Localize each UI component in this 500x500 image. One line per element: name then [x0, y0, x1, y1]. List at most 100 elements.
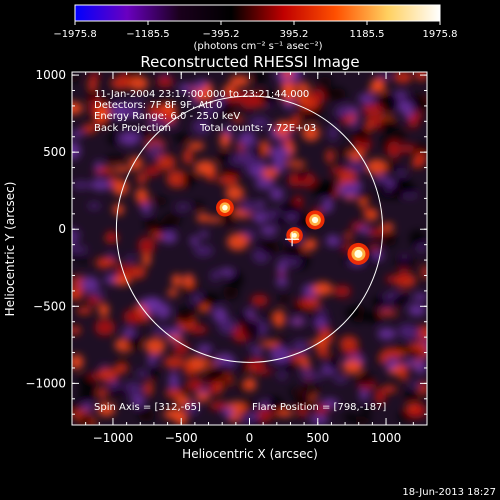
noise-blob — [254, 368, 272, 375]
noise-blob — [175, 410, 188, 425]
noise-blob — [415, 72, 427, 82]
noise-blob — [309, 414, 329, 425]
noise-blob — [253, 210, 268, 224]
noise-blob — [371, 297, 391, 308]
noise-blob — [295, 169, 307, 181]
noise-blob — [105, 154, 126, 162]
solar-limb — [115, 95, 384, 363]
noise-blob — [140, 202, 152, 215]
noise-blob — [372, 116, 382, 129]
noise-blob — [378, 352, 389, 364]
noise-blob — [375, 72, 394, 80]
colorbar-ticks: −1975.8 −1185.5 −395.2 395.2 1185.5 1975.8 — [53, 21, 458, 40]
noise-blob — [186, 378, 205, 392]
noise-blob — [126, 254, 136, 263]
noise-blob — [304, 238, 318, 247]
noise-blob — [347, 150, 366, 160]
noise-blob — [87, 89, 97, 101]
noise-blob — [222, 285, 239, 300]
bright-sources — [216, 198, 370, 265]
noise-blob — [259, 239, 279, 255]
y-axis-label: Heliocentric Y (arcsec) — [3, 182, 17, 317]
noise-blob — [90, 179, 112, 191]
noise-blob — [203, 82, 213, 95]
x-tick-label: 500 — [306, 431, 329, 445]
noise-blob — [227, 233, 249, 251]
noise-blob — [221, 167, 241, 176]
colorbar-tick-label: −1975.8 — [53, 29, 96, 40]
noise-blob — [188, 141, 205, 151]
noise-blob — [280, 81, 297, 95]
annotation-flare-position: Flare Position = [798,-187] — [252, 402, 386, 413]
noise-blob — [189, 325, 208, 334]
noise-blob — [136, 128, 152, 139]
x-axis-label: Heliocentric X (arcsec) — [182, 447, 318, 461]
noise-blob — [299, 366, 315, 380]
noise-blob — [89, 72, 100, 81]
noise-blob — [76, 306, 93, 315]
noise-blob — [79, 257, 88, 265]
noise-blob — [190, 235, 199, 246]
noise-blob — [205, 367, 222, 383]
noise-blob — [154, 196, 168, 206]
noise-blob — [391, 129, 407, 142]
colorbar-unit-label: (photons cm⁻² s⁻¹ asec⁻²) — [193, 41, 322, 52]
noise-blob — [273, 309, 285, 328]
annotation-energy: Energy Range: 6.0 - 25.0 keV — [94, 111, 240, 122]
noise-blob — [127, 108, 142, 119]
noise-blob — [377, 310, 398, 317]
noise-blob — [296, 82, 310, 94]
y-tick-label: 500 — [43, 145, 66, 159]
noise-blob — [113, 276, 132, 286]
noise-blob — [162, 213, 182, 226]
noise-blob — [399, 144, 415, 153]
noise-blob — [232, 115, 244, 123]
x-axis: −1000 −500 0 500 1000 — [85, 72, 414, 445]
noise-blob — [122, 327, 136, 338]
noise-blob — [222, 406, 234, 418]
x-tick-label: −1000 — [93, 431, 134, 445]
noise-blob — [421, 265, 427, 280]
noise-blob — [212, 306, 228, 323]
noise-blob — [228, 271, 244, 289]
noise-blob — [339, 147, 349, 157]
noise-blob — [333, 375, 349, 384]
noise-blob — [72, 101, 84, 115]
noise-blob — [156, 154, 176, 171]
bright-source-core — [311, 216, 319, 224]
noise-blob — [93, 290, 106, 300]
noise-blob — [382, 232, 397, 247]
noise-blob — [72, 354, 84, 370]
noise-blob — [366, 158, 388, 175]
noise-blob — [97, 402, 116, 417]
noise-blob — [131, 395, 146, 408]
noise-blob — [275, 277, 289, 287]
noise-blob — [338, 182, 361, 198]
noise-blob — [200, 304, 209, 313]
noise-blob — [278, 409, 294, 417]
noise-blob — [412, 293, 427, 301]
noise-blob — [399, 325, 421, 341]
noise-blob — [182, 273, 195, 289]
noise-blob — [163, 356, 185, 369]
noise-blob — [257, 406, 273, 423]
noise-blob — [408, 343, 427, 352]
noise-blob — [398, 268, 408, 283]
noise-blob — [318, 307, 327, 316]
noise-blob — [185, 401, 200, 415]
noise-blob — [342, 359, 363, 375]
noise-blob — [249, 168, 263, 175]
noise-blob — [107, 230, 116, 244]
noise-blob — [195, 390, 210, 402]
colorbar-tick-label: −1185.5 — [126, 29, 169, 40]
noise-blob — [381, 222, 394, 232]
bright-source-core — [354, 249, 363, 258]
noise-blob — [372, 250, 384, 261]
noise-blob — [119, 130, 140, 146]
noise-blob — [78, 392, 91, 399]
noise-blob — [403, 359, 416, 367]
noise-blob — [377, 327, 397, 340]
noise-blob — [166, 335, 183, 342]
noise-blob — [362, 207, 373, 215]
